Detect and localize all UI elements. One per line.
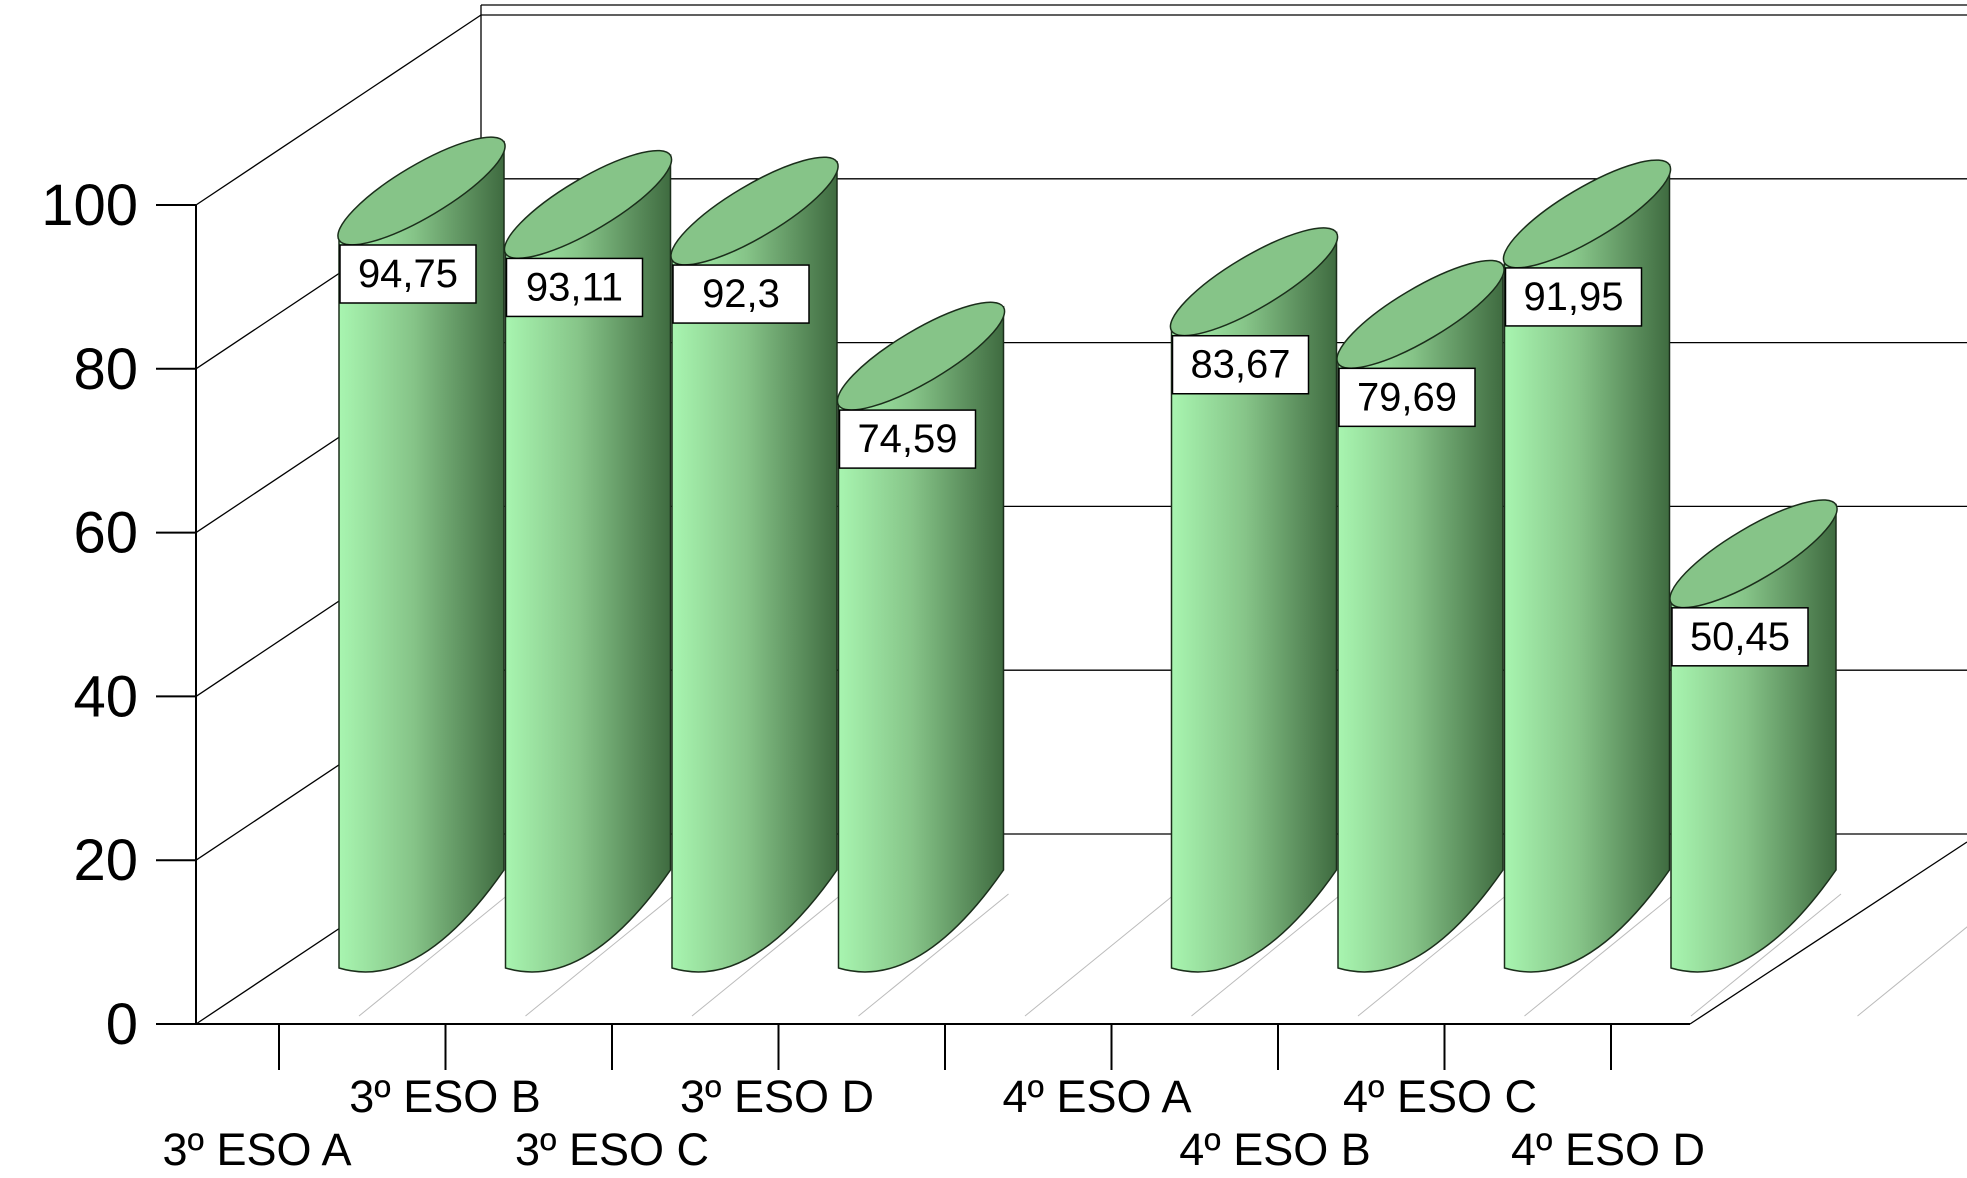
bar [1325,243,1517,972]
bar [1491,143,1683,972]
floor-gridline [1025,894,1175,1016]
y-tick-label: 100 [41,173,138,238]
x-tick-label: 4º ESO C [1343,1071,1537,1122]
x-tick-label: 4º ESO A [1002,1071,1191,1122]
data-label: 74,59 [857,417,957,461]
data-label: 91,95 [1523,275,1623,319]
data-label: 93,11 [526,265,623,309]
x-tick-label: 3º ESO D [680,1071,874,1122]
data-label: 50,45 [1690,615,1790,659]
data-label: 92,3 [702,272,780,316]
x-tick-label: 3º ESO C [515,1124,709,1173]
y-tick-label: 40 [73,664,138,729]
bar [825,285,1017,972]
x-tick-label: 4º ESO D [1511,1124,1705,1173]
x-tick-label: 3º ESO A [162,1124,351,1173]
data-label: 79,69 [1357,375,1457,419]
floor-gridline [1858,894,1967,1016]
y-tick-label: 80 [73,337,138,402]
data-label: 83,67 [1190,343,1290,387]
y-tick-label: 20 [73,828,138,893]
bar [1158,210,1350,972]
data-label: 94,75 [358,252,458,296]
bar [1658,482,1850,971]
x-tick-label: 4º ESO B [1179,1124,1371,1173]
chart-bars [326,120,1850,972]
y-tick-label: 60 [73,501,138,566]
y-tick-label: 0 [106,992,138,1057]
x-tick-label: 3º ESO B [349,1071,541,1122]
